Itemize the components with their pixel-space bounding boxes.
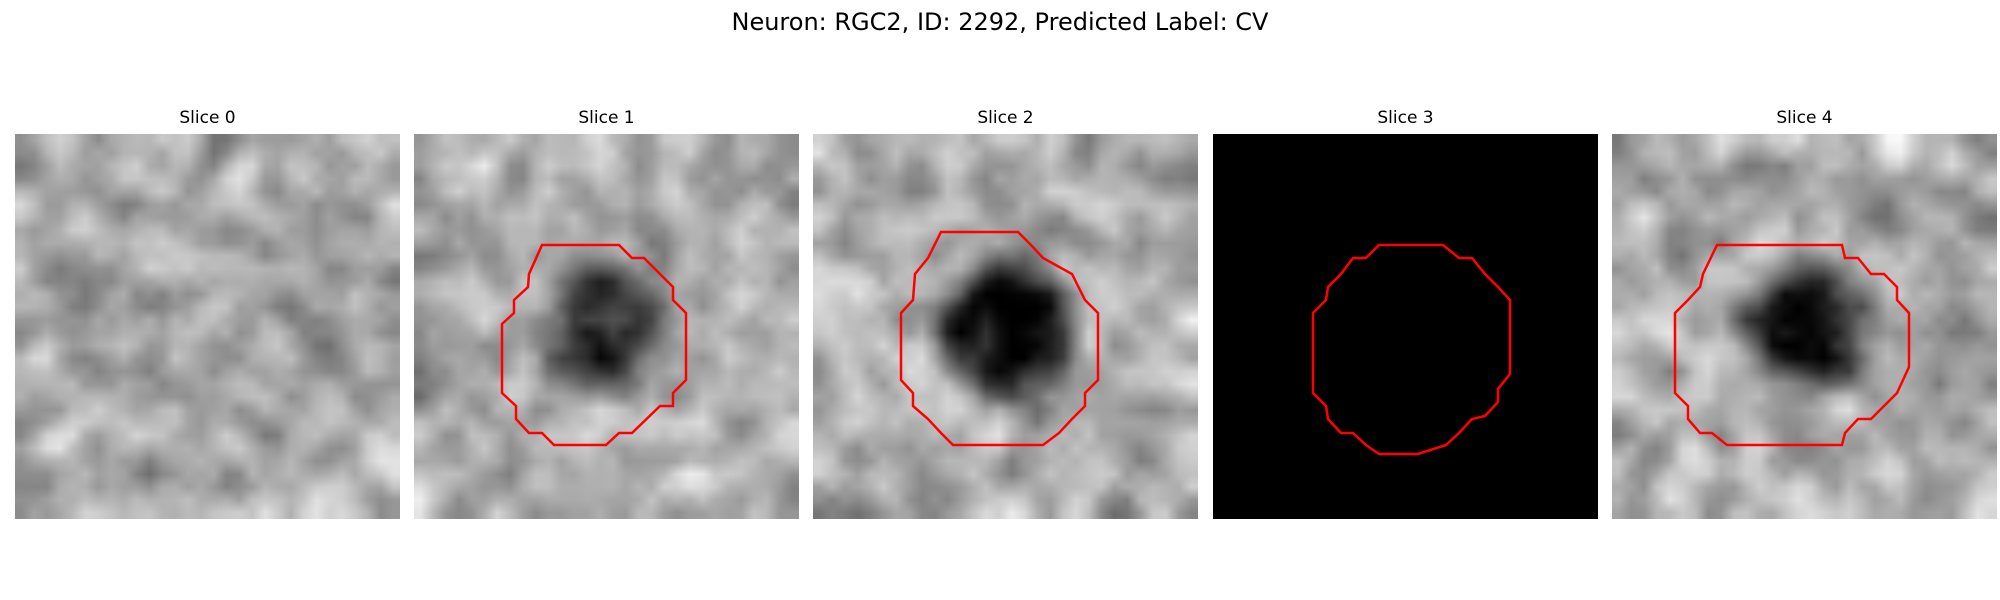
slice-title: Slice 1 <box>578 108 635 128</box>
slice-title: Slice 2 <box>977 108 1034 128</box>
slice-title: Slice 4 <box>1776 108 1833 128</box>
slice-image <box>15 134 400 519</box>
slice-title: Slice 0 <box>179 108 236 128</box>
figure-title: Neuron: RGC2, ID: 2292, Predicted Label:… <box>731 8 1269 36</box>
slice-image <box>414 134 799 519</box>
slice-image <box>1213 134 1598 519</box>
slice-image <box>1612 134 1997 519</box>
slice-image <box>813 134 1198 519</box>
slice-title: Slice 3 <box>1377 108 1434 128</box>
